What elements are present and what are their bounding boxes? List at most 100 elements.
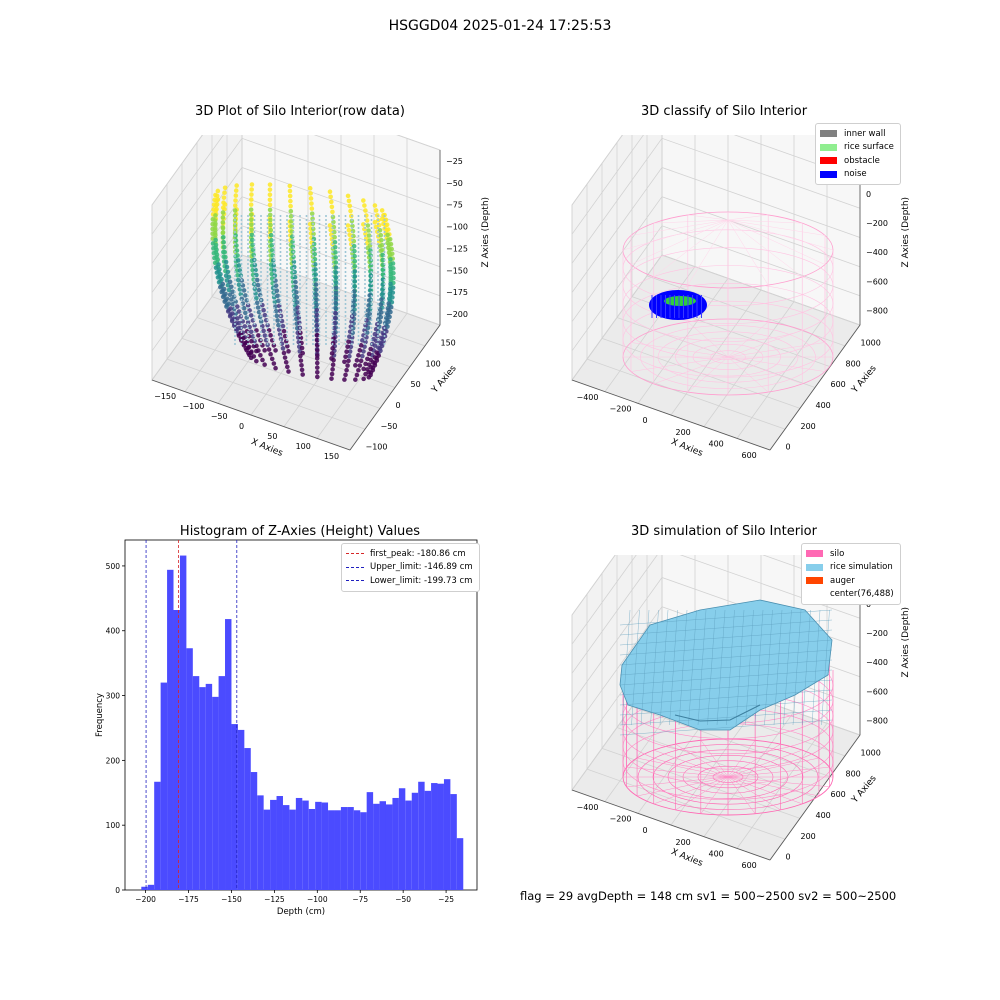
scatter-point <box>271 361 277 366</box>
z-tick-label: −200 <box>866 629 888 638</box>
scatter-point <box>299 345 305 351</box>
scatter-point <box>249 187 254 192</box>
scatter-point <box>366 298 372 303</box>
scatter-point <box>235 258 241 263</box>
histogram-bar <box>424 790 432 890</box>
scatter-point <box>372 355 378 360</box>
scatter-point <box>332 239 338 245</box>
scatter-point <box>333 250 338 255</box>
cylinder-roof-spoke <box>727 214 769 221</box>
silo-floor-spoke <box>637 757 729 778</box>
cylinder-floor-spoke <box>653 356 729 385</box>
y-axis-line <box>769 734 861 861</box>
cylinder-floor-spoke <box>727 342 826 358</box>
surface-mesh <box>802 609 811 726</box>
grid-line <box>571 135 861 206</box>
scatter-point <box>314 297 319 303</box>
silo-floor-spoke <box>700 740 729 778</box>
x-tick-label: −175 <box>178 895 199 904</box>
y-tick-label: 0 <box>786 443 791 452</box>
scatter-point <box>268 222 273 228</box>
y-tick-label: 0 <box>786 853 791 862</box>
scatter-point <box>271 343 277 348</box>
scatter-point <box>281 350 287 356</box>
scatter-point <box>345 193 351 199</box>
scatter-point <box>314 322 320 328</box>
scatter-point <box>220 205 226 210</box>
scatter-point <box>269 356 275 362</box>
scatter-point <box>283 359 289 365</box>
x-tick-label: 150 <box>324 452 339 461</box>
scatter-point <box>215 257 221 262</box>
surface-mesh <box>619 699 833 716</box>
z-tick-label: −600 <box>866 687 888 696</box>
histogram-bar <box>289 809 296 890</box>
grid-line <box>151 135 441 206</box>
scatter-point <box>364 313 370 318</box>
simulation-legend: silo rice simulation auger center(76,488… <box>801 543 901 605</box>
scatter-point <box>255 305 261 310</box>
surface-mesh <box>619 689 833 706</box>
scatter-point <box>285 344 290 349</box>
scatter-point <box>300 372 305 377</box>
silo-floor-spoke <box>727 776 830 788</box>
legend-label: rice simulation <box>830 562 893 573</box>
scatter-point <box>288 214 294 219</box>
scatter-point <box>363 208 368 213</box>
y-axis-title: Y Axies <box>849 774 878 806</box>
x-axis-line <box>151 379 351 451</box>
scatter-point <box>352 268 358 274</box>
scatter-point <box>249 222 254 228</box>
scatter-point <box>376 345 381 350</box>
scatter-point <box>348 344 354 350</box>
y-tick-label: 300 <box>106 692 121 701</box>
scatter-point <box>361 349 366 354</box>
histogram-bar <box>257 795 264 890</box>
scatter-point <box>314 360 320 366</box>
raw-3d-plot: −150 −100 −50 0 50 100 150 −100 −50 0 50 100 150 −25 −… <box>151 135 491 461</box>
figure-suptitle: HSGGD04 2025-01-24 17:25:53 <box>388 18 612 34</box>
status-footer: flag = 29 avgDepth = 148 cm sv1 = 500~25… <box>520 889 897 903</box>
scatter-point <box>221 200 226 205</box>
scatter-point <box>387 296 392 301</box>
scatter-point <box>361 366 366 372</box>
scatter-point <box>218 284 223 290</box>
histogram-bar <box>360 812 367 890</box>
scatter-point <box>281 328 287 334</box>
scatter-point <box>313 287 319 292</box>
scatter-point <box>309 201 314 206</box>
scatter-point <box>311 241 317 247</box>
scatter-point <box>226 274 232 280</box>
scatter-point <box>352 263 358 269</box>
x-tick-label: −200 <box>135 895 156 904</box>
scatter-point <box>351 294 357 299</box>
scatter-point <box>333 300 339 306</box>
x-tick-label: −125 <box>264 895 285 904</box>
scatter-point <box>373 208 379 213</box>
scatter-point <box>224 264 230 270</box>
scatter-point <box>333 260 339 265</box>
legend-label: obstacle <box>844 155 880 166</box>
surface-mesh <box>745 609 754 726</box>
y-tick-label: 600 <box>831 790 846 799</box>
y-axis-title: Frequency <box>95 693 105 737</box>
x-tick-label: −150 <box>221 895 242 904</box>
scatter-point <box>372 331 378 337</box>
scatter-point <box>329 204 335 210</box>
scatter-point <box>356 367 361 373</box>
histogram-bar <box>411 792 419 890</box>
x-tick-label: −50 <box>395 895 411 904</box>
scatter-point <box>223 254 228 260</box>
cylinder-floor-spoke <box>630 356 729 372</box>
z-tick-label: −600 <box>866 277 888 286</box>
scatter-point <box>215 275 221 280</box>
cylinder-roof-spoke <box>727 219 769 286</box>
scatter-point <box>235 253 240 258</box>
scatter-point <box>315 369 320 375</box>
scatter-point <box>330 367 335 372</box>
scatter-point <box>236 282 242 288</box>
scatter-point <box>356 353 361 358</box>
cylinder-floor-spoke <box>687 321 729 358</box>
scatter-point <box>388 276 394 282</box>
scatter-point <box>366 369 372 375</box>
